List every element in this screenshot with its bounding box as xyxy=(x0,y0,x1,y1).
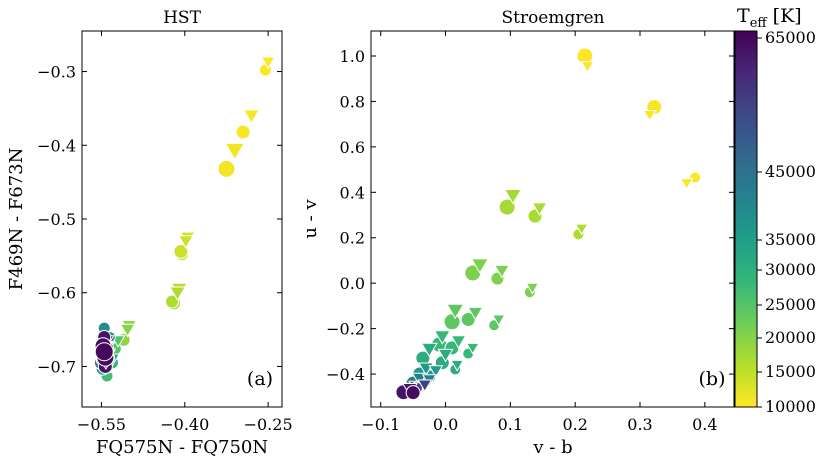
colorbar-bar xyxy=(734,30,758,408)
hst-circle-point xyxy=(235,124,251,140)
stroemgren-x-tick-label: 0.3 xyxy=(627,415,652,434)
colorbar-label: Teff [K] xyxy=(737,5,802,31)
stroemgren-x-label: v - b xyxy=(532,437,572,458)
hst-triangle-point xyxy=(177,235,194,249)
colorbar-tick-label: 25000 xyxy=(765,295,816,314)
stroemgren-triangle-point xyxy=(531,202,548,216)
stroemgren-title: Stroemgren xyxy=(501,8,604,28)
stroemgren-triangle-point xyxy=(580,61,595,73)
stroemgren-y-tick-label: −0.4 xyxy=(326,365,365,384)
colorbar-tick-label: 10000 xyxy=(765,397,816,416)
stroemgren-y-tick-label: 0.0 xyxy=(340,274,365,293)
stroemgren-y-tick-label: 0.8 xyxy=(340,92,365,111)
hst-x-tick-label: −0.25 xyxy=(244,415,293,434)
stroemgren-y-tick-label: 1.0 xyxy=(340,47,365,66)
stroemgren-triangle-point xyxy=(465,342,480,355)
stroemgren-circle-point xyxy=(464,264,482,282)
stroemgren-circle-point xyxy=(498,198,516,216)
stroemgren-y-label: u - v xyxy=(300,199,321,239)
stroemgren-y-tick-label: −0.2 xyxy=(326,320,365,339)
stroemgren-y-tick-label: 0.2 xyxy=(340,229,365,248)
hst-triangle-point xyxy=(260,56,276,70)
stroemgren-triangle-point xyxy=(437,348,454,363)
colorbar-tick-label: 30000 xyxy=(765,260,816,279)
hst-y-tick-label: −0.7 xyxy=(37,357,76,376)
hst-circle-point xyxy=(165,294,179,309)
hst-x-tick-label: −0.55 xyxy=(77,415,126,434)
stroemgren-x-tick-label: 0.0 xyxy=(433,415,458,434)
stroemgren-y-tick-label: 0.4 xyxy=(340,183,365,202)
stroemgren-triangle-point xyxy=(503,189,523,205)
stroemgren-x-tick-label: 0.1 xyxy=(498,415,523,434)
stroemgren-triangle-point xyxy=(574,223,589,236)
hst-y-tick-label: −0.6 xyxy=(37,284,76,303)
stroemgren-triangle-point xyxy=(491,314,506,327)
hst-circle-point xyxy=(173,243,189,259)
stroemgren-triangle-point xyxy=(450,359,465,372)
stroemgren-x-tick-label: 0.2 xyxy=(562,415,587,434)
stroemgren-points xyxy=(395,47,702,401)
stroemgren-triangle-point xyxy=(433,330,451,345)
hst-circle-point xyxy=(94,342,114,362)
hst-triangle-point xyxy=(224,142,246,161)
hst-triangle-point xyxy=(242,109,261,125)
stroemgren-axes-frame xyxy=(370,30,735,408)
stroemgren-triangle-point xyxy=(493,264,510,279)
stroemgren-panel: Stroemgren −0.1 0.0 0.1 0.2 0.3 0.4 1.0 0.8 0.6 0… xyxy=(300,8,735,458)
stroemgren-triangle-point xyxy=(679,178,694,190)
stroemgren-x-tick-label: 0.4 xyxy=(692,415,717,434)
colorbar-tick-label: 15000 xyxy=(765,362,816,381)
stroemgren-triangle-point xyxy=(642,110,657,122)
colorbar-tick-label: 65000 xyxy=(765,28,816,47)
hst-y-tick-label: −0.4 xyxy=(37,136,76,155)
hst-y-tick-label: −0.5 xyxy=(37,210,76,229)
hst-title: HST xyxy=(163,8,201,28)
hst-x-label: FQ575N - FQ750N xyxy=(96,437,268,458)
colorbar-tick-label: 45000 xyxy=(765,162,816,181)
hst-triangle-point xyxy=(168,286,187,302)
hst-ticks: −0.55 −0.40 −0.25 −0.3 −0.4 −0.5 −0.6 −0.7 xyxy=(37,31,293,434)
colorbar-ticks: 10000 15000 20000 25000 30000 35000 45000 65000 xyxy=(757,28,816,416)
stroemgren-triangle-point xyxy=(525,282,540,295)
stroemgren-triangle-point xyxy=(467,306,484,321)
colorbar-tick-label: 20000 xyxy=(765,328,816,347)
stroemgren-ticks: −0.1 0.0 0.1 0.2 0.3 0.4 1.0 0.8 0.6 0.4 0.2 0.0 −0.… xyxy=(326,31,734,434)
stroemgren-y-tick-label: 0.6 xyxy=(340,138,365,157)
colorbar: Teff [K] 10000 15000 20000 25000 30000 35000 4… xyxy=(734,5,816,416)
stroemgren-triangle-point xyxy=(417,379,433,393)
hst-circle-point xyxy=(217,159,236,178)
stroemgren-triangle-point xyxy=(450,335,467,349)
hst-triangle-point xyxy=(119,323,136,338)
stroemgren-triangle-point xyxy=(446,303,465,320)
hst-x-tick-label: −0.40 xyxy=(160,415,209,434)
stroemgren-triangle-point xyxy=(428,365,444,378)
stroemgren-circle-point xyxy=(405,385,421,401)
stroemgren-triangle-point xyxy=(470,258,490,274)
stroemgren-triangle-point xyxy=(420,342,438,358)
stroemgren-x-tick-label: −0.1 xyxy=(361,415,400,434)
hst-y-label: F469N - F673N xyxy=(6,148,27,291)
colorbar-tick-label: 35000 xyxy=(765,230,816,249)
stroemgren-circle-point xyxy=(443,313,461,331)
hst-panel-label: (a) xyxy=(247,368,273,390)
hst-panel: HST −0.55 −0.40 −0.25−0.3−0.4−0.5−0.6−0.7 … xyxy=(6,8,293,458)
stroemgren-panel-label: (b) xyxy=(699,368,726,390)
hst-points xyxy=(93,56,276,383)
hst-y-tick-label: −0.3 xyxy=(37,63,76,82)
